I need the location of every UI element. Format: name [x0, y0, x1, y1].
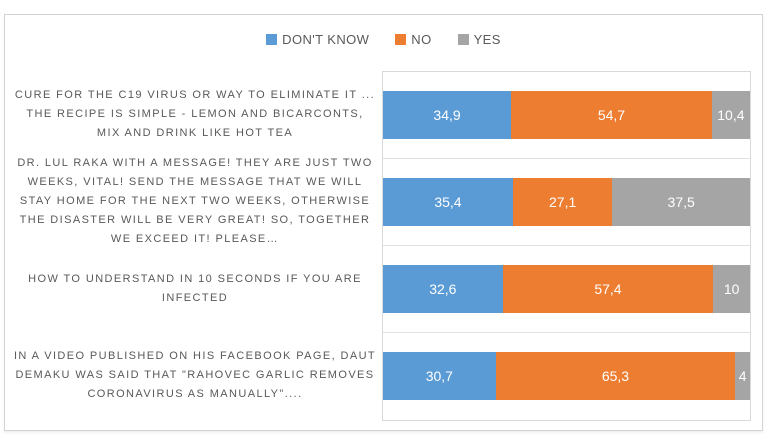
bar-segment-no: 27,1 — [512, 178, 613, 226]
chart-row: 30,7 65,3 4 — [383, 333, 750, 420]
legend-label: YES — [473, 32, 501, 47]
bar-value-label: 4 — [738, 368, 747, 384]
legend-item-don-t-know: DON'T KNOW — [266, 32, 369, 47]
bar-value-label: 35,4 — [434, 194, 462, 210]
chart-row: 34,9 54,7 10,4 — [383, 72, 750, 159]
legend-item-yes: YES — [457, 32, 501, 47]
category-axis-labels: CURE FOR THE C19 VIRUS OR WAY TO ELIMINA… — [13, 71, 377, 419]
bar-segment-don-t-know: 35,4 — [383, 178, 513, 226]
bar-segment-don-t-know: 32,6 — [383, 265, 503, 313]
bar-value-label: 54,7 — [597, 107, 626, 123]
bar-segment-yes: 10 — [713, 265, 750, 313]
bar-value-label: 57,4 — [594, 281, 622, 297]
bar-value-label: 34,9 — [433, 107, 461, 123]
chart-row: 35,4 27,1 37,5 — [383, 159, 750, 246]
legend-item-no: NO — [395, 32, 431, 47]
legend-label: DON'T KNOW — [282, 32, 370, 47]
category-label: IN A VIDEO PUBLISHED ON HIS FACEBOOK PAG… — [13, 350, 377, 400]
stacked-bar: 30,7 65,3 4 — [383, 352, 750, 400]
legend-swatch-icon — [457, 34, 469, 45]
stacked-bar: 32,6 57,4 10 — [383, 265, 750, 313]
bar-value-label: 30,7 — [425, 368, 453, 384]
bar-value-label: 10,4 — [717, 107, 745, 123]
bar-value-label: 10 — [723, 281, 740, 297]
category-label: DR. LUL RAKA WITH A MESSAGE! THEY ARE JU… — [17, 157, 373, 245]
bar-segment-don-t-know: 30,7 — [383, 352, 496, 400]
bar-segment-no: 65,3 — [495, 352, 736, 400]
category-label: CURE FOR THE C19 VIRUS OR WAY TO ELIMINA… — [14, 89, 376, 139]
category-label: HOW TO UNDERSTAND IN 10 SECONDS IF YOU A… — [28, 272, 362, 304]
chart-legend: DON'T KNOW NO YES — [5, 32, 762, 47]
legend-label: NO — [411, 32, 432, 47]
bar-segment-yes: 4 — [735, 352, 750, 400]
bar-segment-no: 54,7 — [511, 91, 712, 139]
bar-value-label: 37,5 — [667, 194, 695, 210]
chart-row: 32,6 57,4 10 — [383, 246, 750, 333]
bar-value-label: 65,3 — [601, 368, 630, 384]
bar-value-label: 27,1 — [549, 194, 577, 210]
bar-segment-don-t-know: 34,9 — [383, 91, 512, 139]
plot-area: 34,9 54,7 10,4 35,4 27,1 37,5 32,6 57,4 10 30,7 65… — [382, 71, 751, 421]
bar-segment-yes: 37,5 — [612, 178, 750, 226]
legend-swatch-icon — [395, 34, 407, 45]
bar-segment-no: 57,4 — [502, 265, 714, 313]
bar-value-label: 32,6 — [429, 281, 457, 297]
bar-segment-yes: 10,4 — [711, 91, 750, 139]
chart-frame: DON'T KNOW NO YES CURE FOR THE C19 VIRUS O… — [4, 14, 763, 431]
legend-swatch-icon — [266, 34, 278, 45]
stacked-bar: 35,4 27,1 37,5 — [383, 178, 750, 226]
stacked-bar: 34,9 54,7 10,4 — [383, 91, 750, 139]
